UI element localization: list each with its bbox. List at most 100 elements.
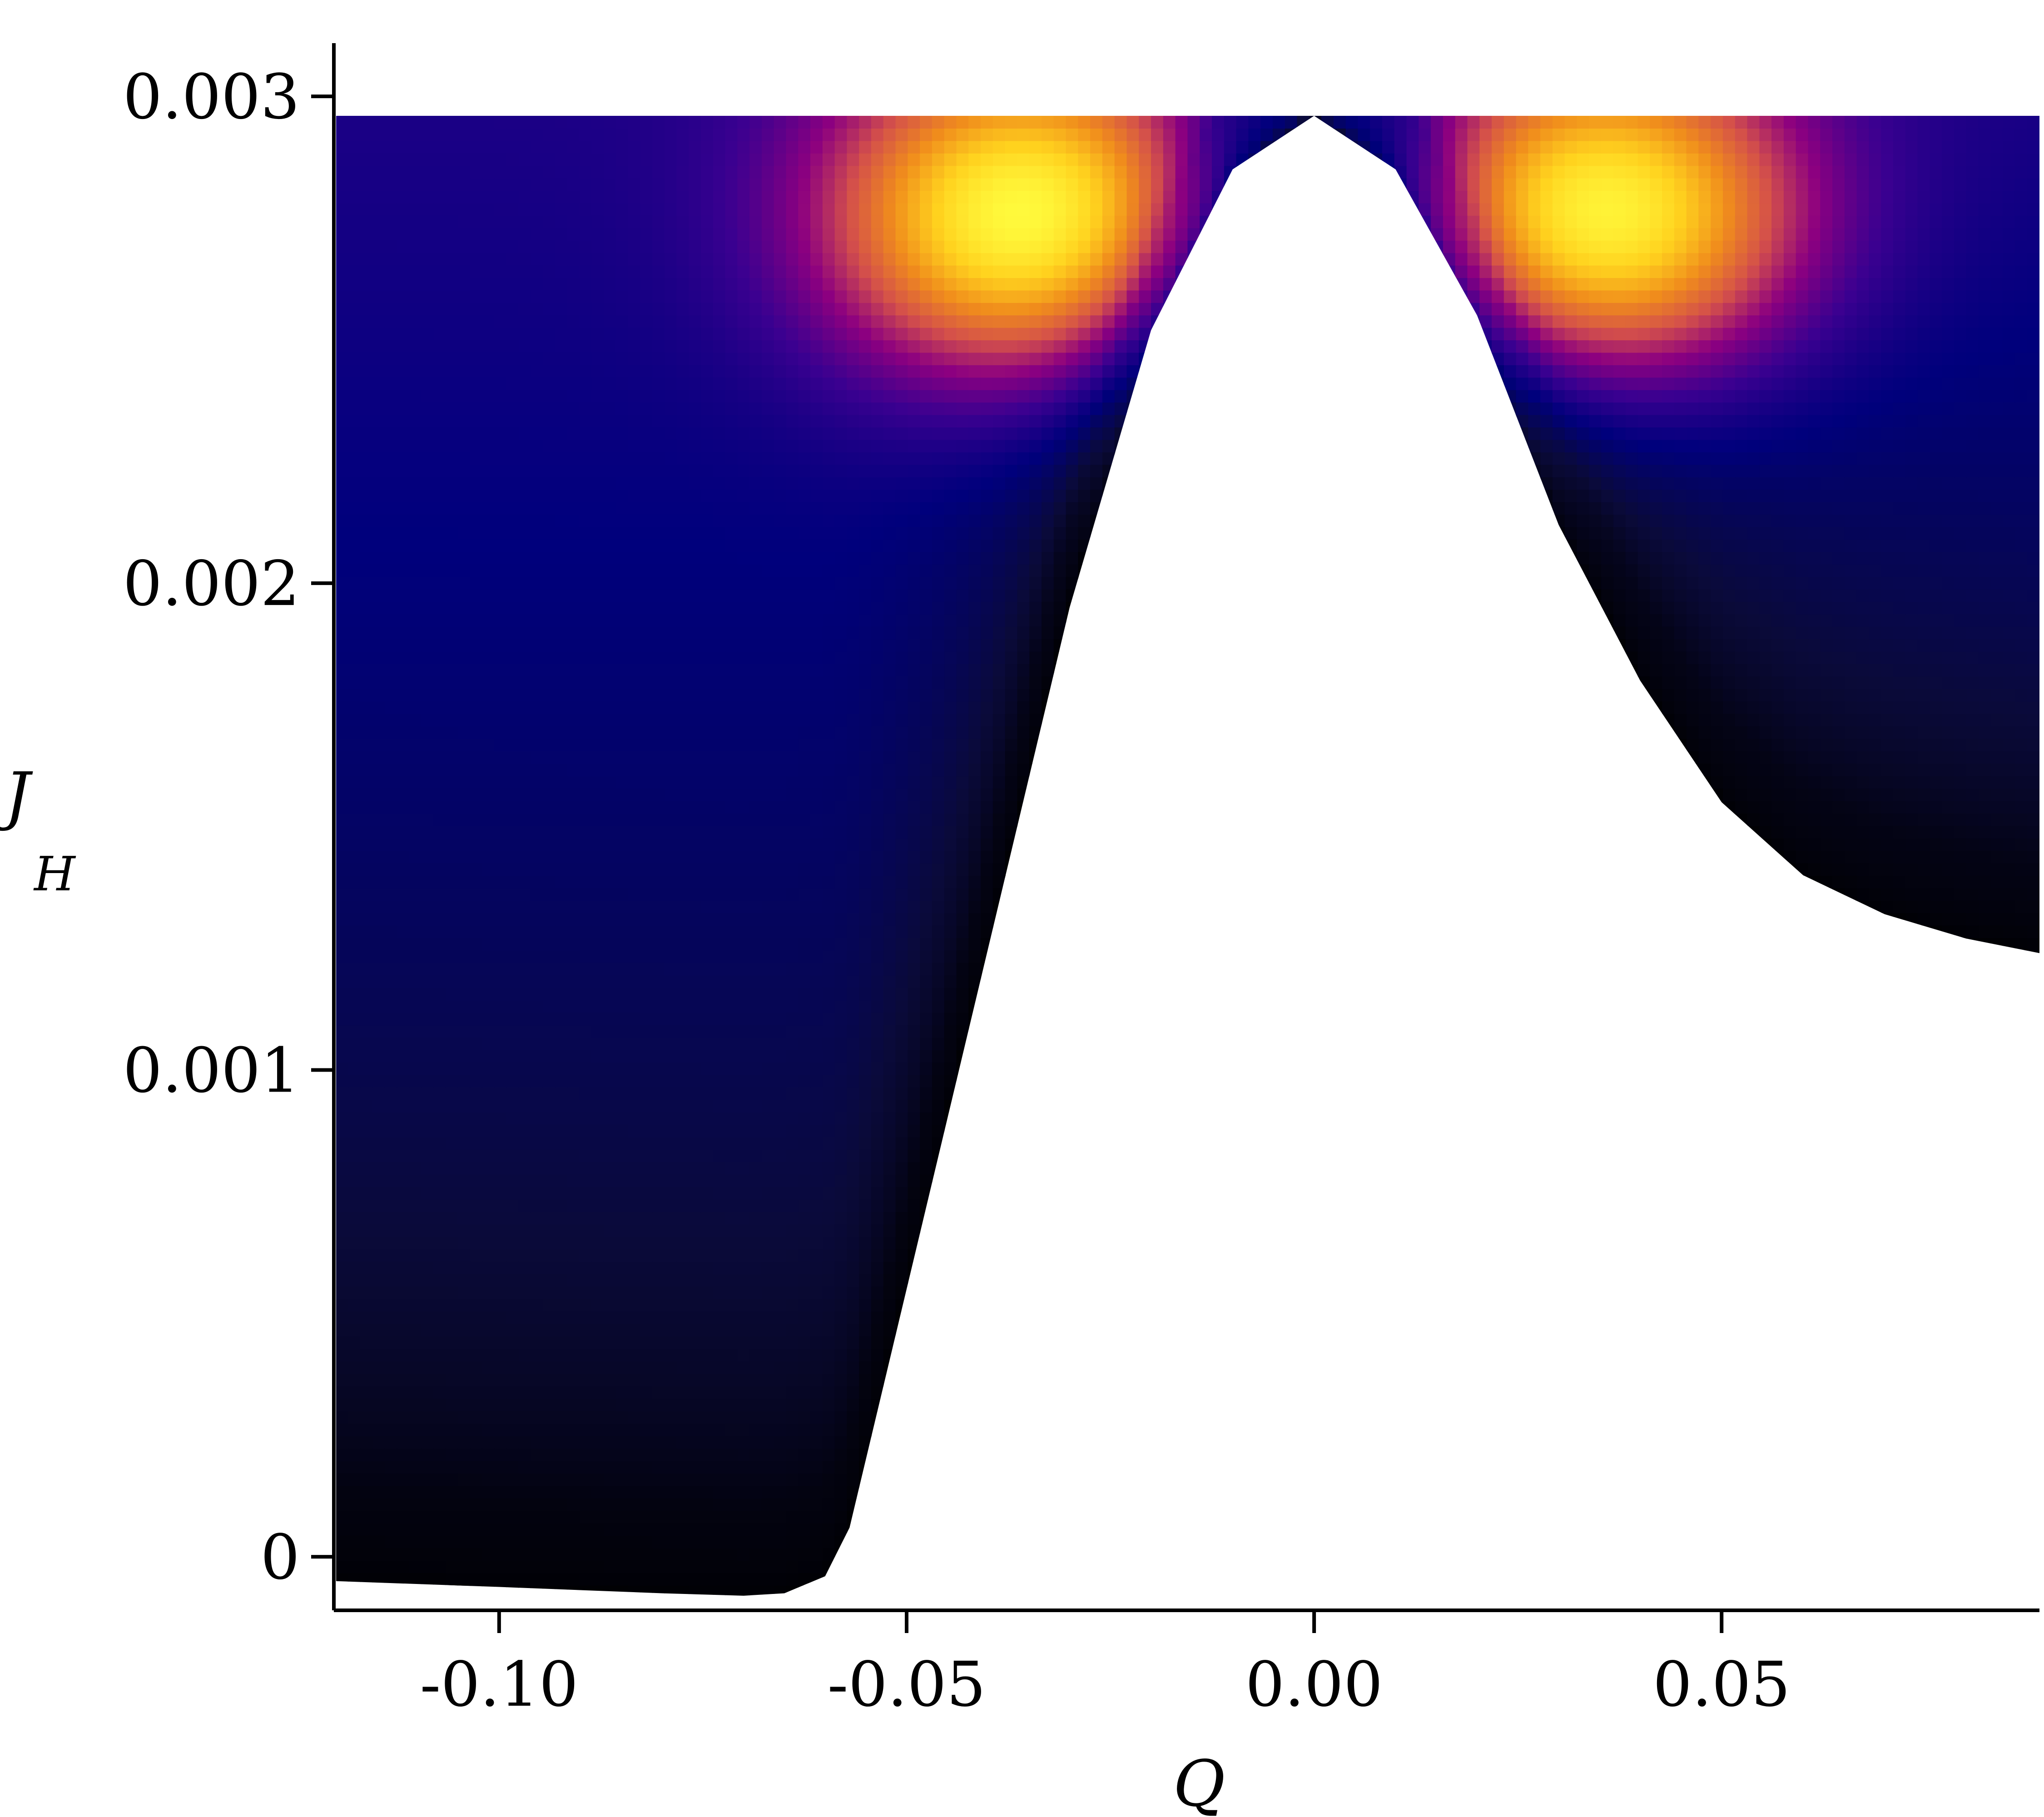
- heat-cell: [2003, 937, 2016, 951]
- heat-cell: [457, 1448, 471, 1461]
- heat-cell: [470, 638, 483, 652]
- heat-cell: [615, 1535, 629, 1549]
- heat-cell: [774, 1573, 787, 1586]
- heat-cell: [591, 638, 604, 652]
- heat-cell: [1917, 925, 1930, 938]
- heat-cell: [664, 1423, 677, 1436]
- heat-cell: [2003, 962, 2016, 976]
- heat-cell: [506, 950, 519, 963]
- heat-cell: [689, 1361, 702, 1374]
- heat-cell: [713, 1398, 726, 1411]
- heat-cell: [834, 1361, 848, 1374]
- heat-cell: [676, 775, 690, 789]
- heat-cell: [761, 913, 774, 926]
- heat-cell: [664, 1473, 677, 1486]
- heat-cell: [542, 1174, 556, 1187]
- heat-cell: [798, 750, 811, 764]
- heat-cell: [786, 626, 799, 640]
- heat-cell: [652, 1261, 665, 1275]
- heat-cell: [2014, 937, 2028, 951]
- heat-cell: [579, 775, 592, 789]
- heat-cell: [397, 1224, 410, 1237]
- heat-cell: [579, 638, 592, 652]
- heat-cell: [786, 1037, 799, 1050]
- heat-cell: [421, 1460, 434, 1474]
- heat-cell: [1625, 651, 1638, 664]
- heat-cell: [1832, 863, 1846, 876]
- heat-cell: [1832, 763, 1846, 776]
- heat-cell: [774, 913, 787, 926]
- heat-cell: [640, 1249, 653, 1262]
- heat-cell: [810, 1361, 824, 1374]
- heat-cell: [895, 913, 908, 926]
- heat-cell: [992, 663, 1006, 677]
- heat-cell: [908, 1062, 921, 1075]
- heat-cell: [579, 975, 592, 988]
- heat-cell: [640, 1224, 653, 1237]
- heat-cell: [421, 1423, 434, 1436]
- heat-cell: [1625, 614, 1638, 627]
- heat-cell: [737, 1585, 750, 1596]
- heat-cell: [1856, 638, 1870, 652]
- heat-cell: [883, 875, 896, 889]
- heat-cell: [615, 1024, 629, 1038]
- heat-cell: [786, 1149, 799, 1162]
- heat-cell: [542, 1485, 556, 1499]
- heat-cell: [774, 1224, 787, 1237]
- heat-cell: [749, 1485, 763, 1499]
- heat-cell: [457, 1385, 471, 1399]
- heat-cell: [676, 813, 690, 826]
- heat-cell: [822, 825, 835, 839]
- heat-cell: [445, 1336, 458, 1349]
- heat-cell: [652, 701, 665, 714]
- heat-cell: [676, 1448, 690, 1461]
- heat-cell: [567, 713, 580, 727]
- heat-cell: [470, 1062, 483, 1075]
- heat-cell: [603, 1162, 616, 1175]
- heat-cell: [1942, 875, 1955, 889]
- heat-cell: [628, 713, 641, 727]
- heat-cell: [749, 1162, 763, 1175]
- heat-cell: [786, 1261, 799, 1275]
- heat-cell: [1747, 788, 1760, 801]
- heat-cell: [725, 663, 738, 677]
- heat-cell: [713, 1448, 726, 1461]
- heat-cell: [409, 713, 422, 727]
- heat-cell: [956, 1024, 969, 1038]
- heat-cell: [640, 1460, 653, 1474]
- heat-cell: [1066, 626, 1079, 640]
- heat-cell: [1844, 913, 1857, 926]
- heat-cell: [798, 1174, 811, 1187]
- heat-cell: [530, 713, 543, 727]
- heat-cell: [433, 1037, 446, 1050]
- heat-cell: [810, 663, 824, 677]
- heat-cell: [567, 1162, 580, 1175]
- heat-cell: [409, 950, 422, 963]
- heat-cell: [700, 1535, 714, 1549]
- heat-cell: [518, 1523, 531, 1536]
- heat-cell: [859, 850, 872, 864]
- heat-cell: [883, 1049, 896, 1063]
- heat-cell: [421, 1548, 434, 1561]
- heat-cell: [932, 1037, 945, 1050]
- heat-cell: [336, 1336, 349, 1349]
- heat-cell: [2014, 763, 2028, 776]
- heat-cell: [397, 738, 410, 751]
- heat-cell: [494, 987, 507, 1001]
- heat-cell: [895, 1074, 908, 1088]
- heat-cell: [847, 1485, 860, 1499]
- heat-cell: [481, 1448, 495, 1461]
- heat-cell: [397, 1087, 410, 1100]
- heat-cell: [348, 1024, 361, 1038]
- heat-cell: [481, 1535, 495, 1549]
- heat-cell: [822, 1373, 835, 1387]
- heat-cell: [859, 1460, 872, 1474]
- heat-cell: [457, 1024, 471, 1038]
- heat-cell: [834, 800, 848, 814]
- heat-cell: [336, 1024, 349, 1038]
- heat-cell: [542, 1298, 556, 1312]
- heat-cell: [798, 713, 811, 727]
- heat-cell: [664, 676, 677, 689]
- heat-cell: [895, 999, 908, 1013]
- heat-cell: [555, 1024, 568, 1038]
